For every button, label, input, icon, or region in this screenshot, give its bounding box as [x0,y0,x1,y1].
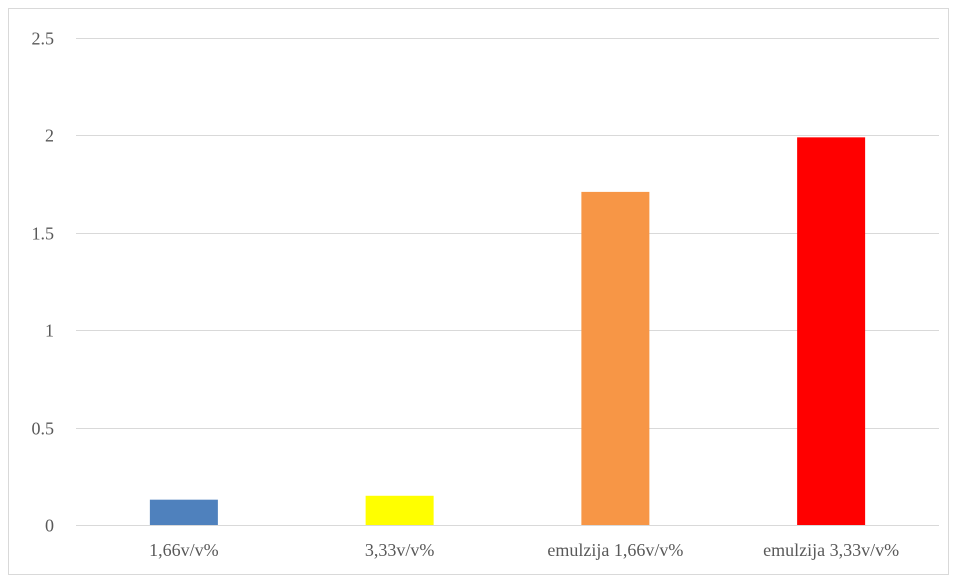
chart-frame [8,8,949,575]
y-tick-label: 1.5 [32,224,55,244]
bar [581,191,650,525]
bars [149,137,866,525]
y-tick-label: 2 [45,126,54,146]
bar [149,499,218,525]
x-tick-label: 1,66v/v% [149,540,219,560]
bar [797,137,866,525]
y-axis-tick-labels: 0 0.5 1 1.5 2 2.5 [32,29,55,536]
x-tick-label: emulzija 3,33v/v% [763,540,899,560]
x-tick-label: emulzija 1,66v/v% [547,540,683,560]
y-tick-label: 2.5 [32,29,55,49]
y-tick-label: 0 [45,516,54,536]
x-axis-tick-labels: 1,66v/v% 3,33v/v% emulzija 1,66v/v% emulzij… [149,540,899,560]
gridlines [76,38,939,526]
bar [365,495,434,525]
y-tick-label: 0.5 [32,419,55,439]
y-tick-label: 1 [45,321,54,341]
x-tick-label: 3,33v/v% [365,540,435,560]
